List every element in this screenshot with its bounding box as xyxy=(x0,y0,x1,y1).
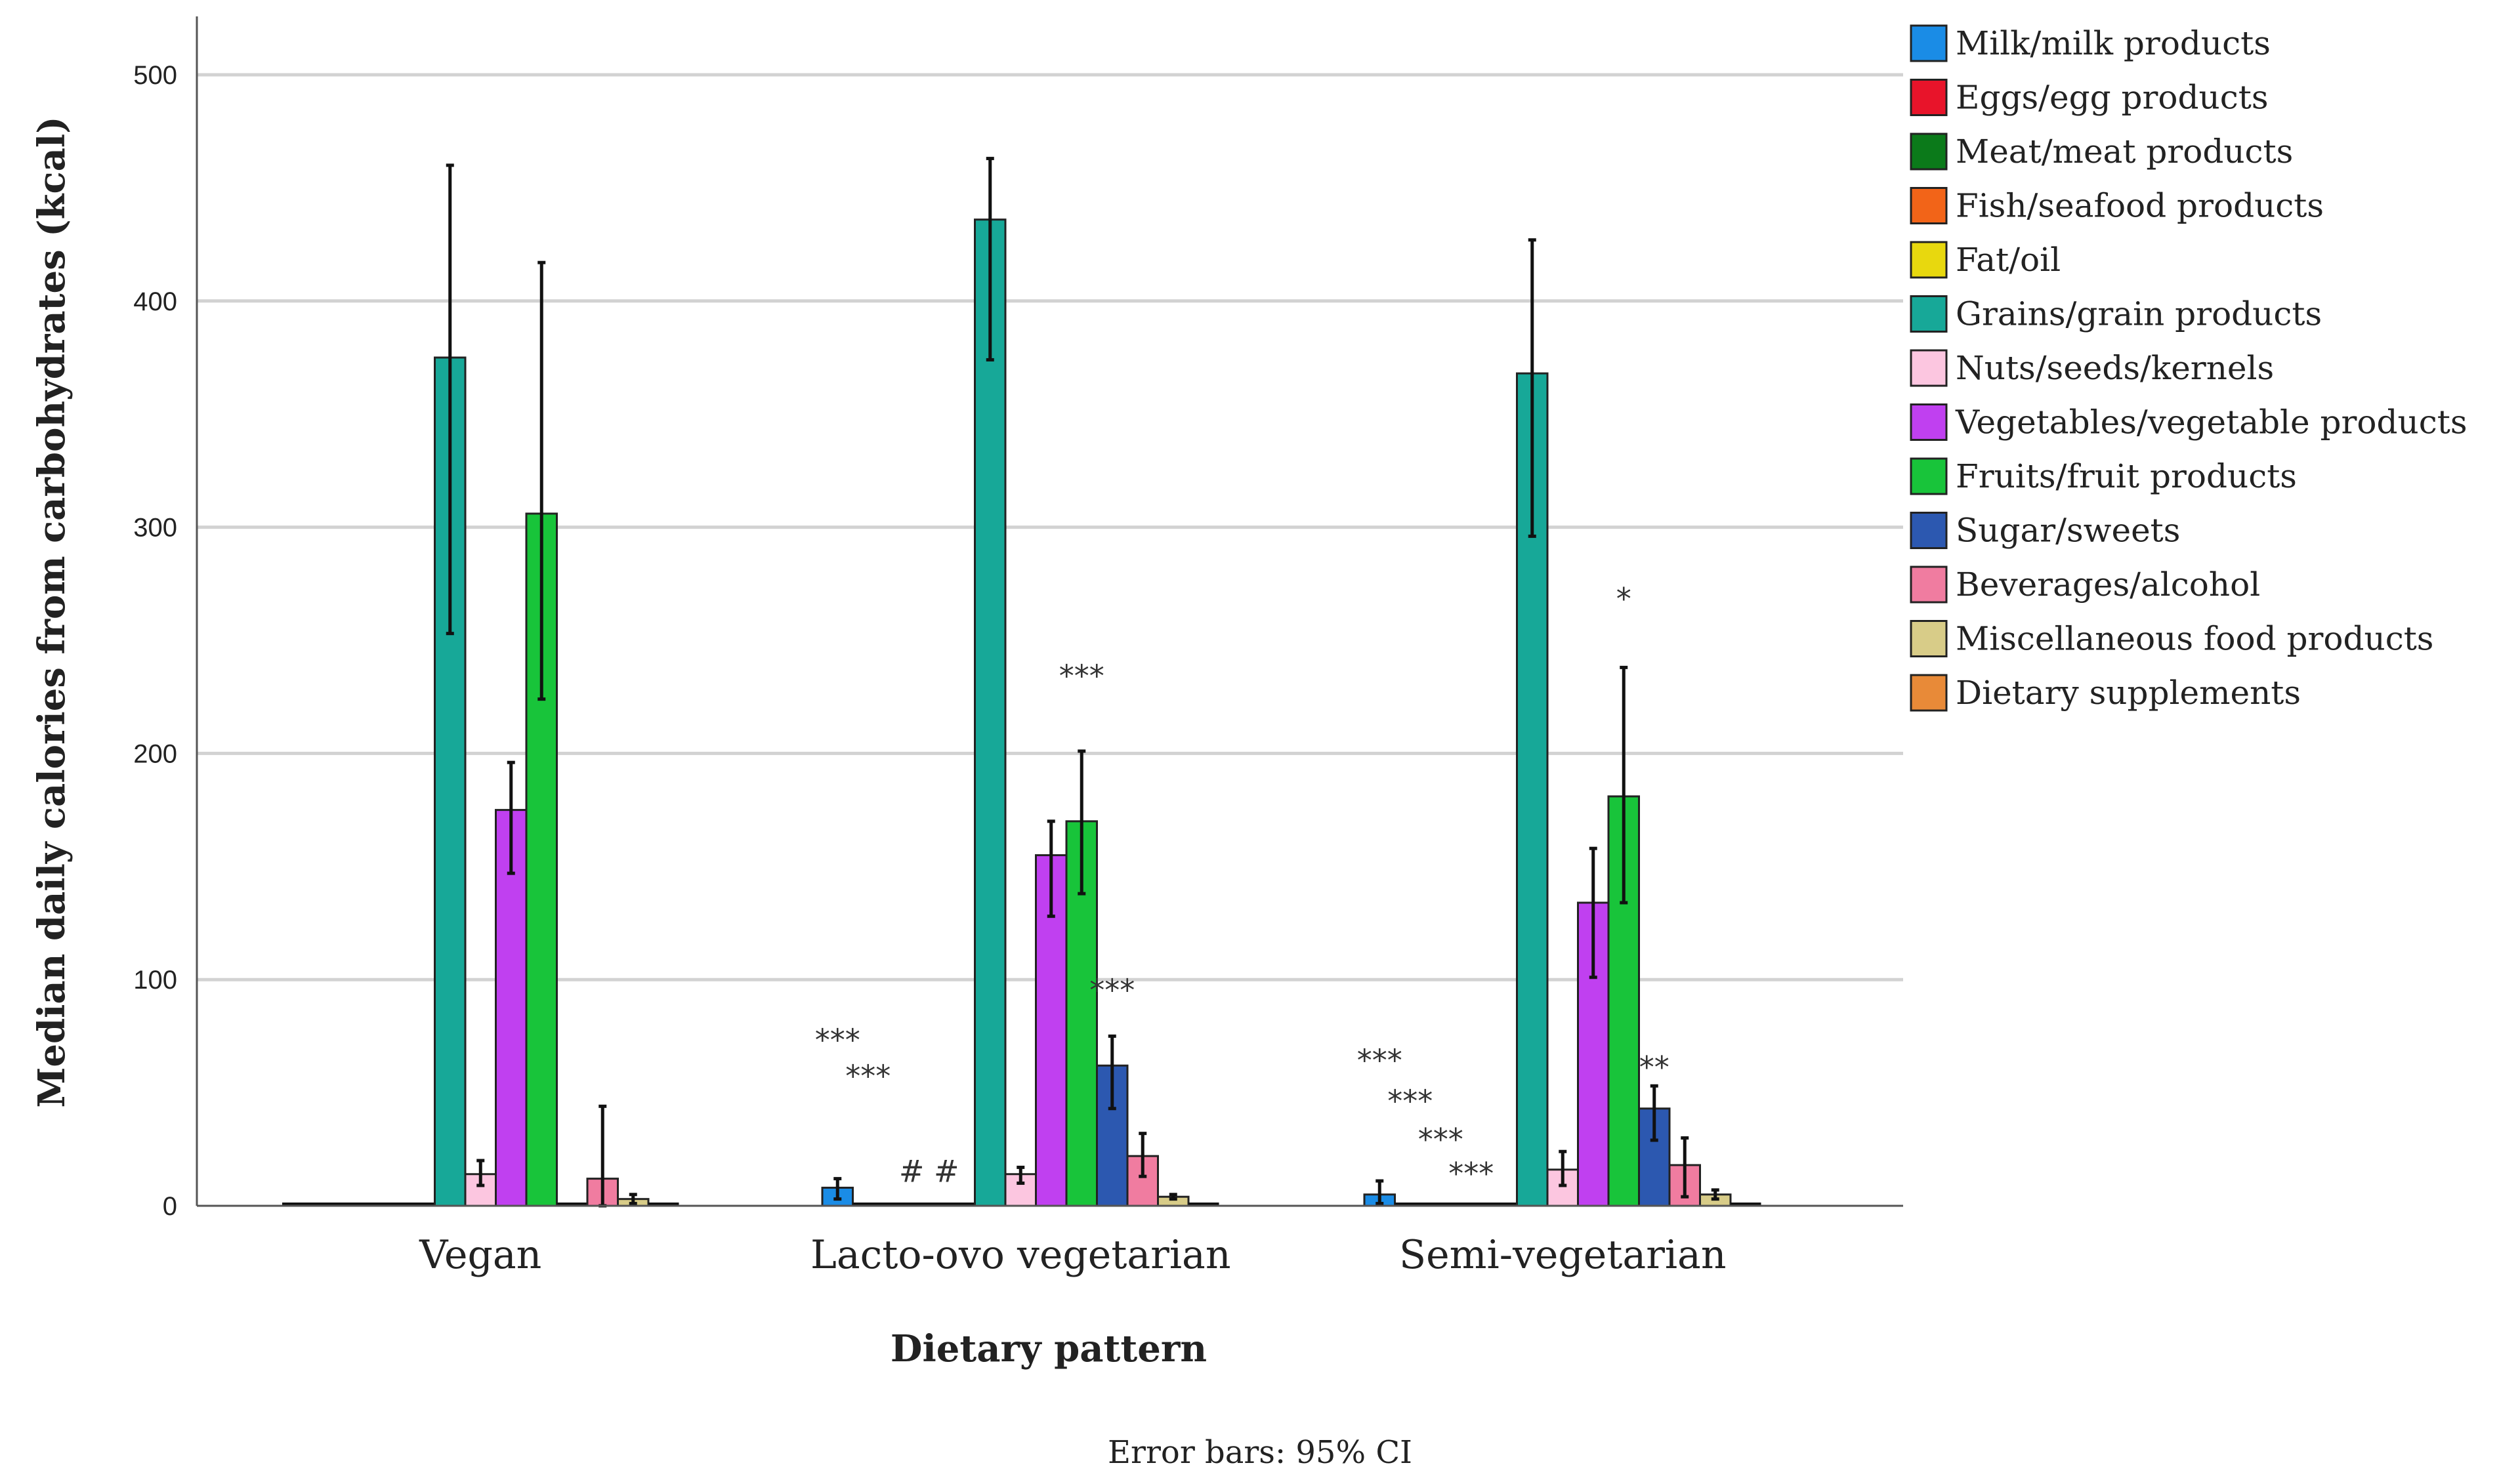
significance-mark: *** xyxy=(1418,1122,1463,1157)
axes xyxy=(196,16,1903,1207)
legend-entry: Sugar/sweets xyxy=(1956,512,2180,550)
legend-swatch xyxy=(1910,79,1948,116)
x-tick-label: Semi-vegetarian xyxy=(1399,1232,1726,1278)
legend-swatch xyxy=(1910,133,1948,171)
legend-entry: Grains/grain products xyxy=(1956,295,2322,333)
legend-entry: Beverages/alcohol xyxy=(1956,566,2260,604)
y-tick-label: 200 xyxy=(133,739,177,768)
legend-entry: Milk/milk products xyxy=(1956,24,2271,62)
x-tick-label: Vegan xyxy=(419,1232,541,1278)
legend-swatch xyxy=(1910,512,1948,549)
legend-entry: Eggs/egg products xyxy=(1956,79,2269,117)
legend-entry: Meat/meat products xyxy=(1956,133,2293,171)
significance-mark: *** xyxy=(1089,973,1135,1008)
legend-swatch xyxy=(1910,403,1948,441)
legend-swatch xyxy=(1910,24,1948,62)
legend-entry: Fish/seafood products xyxy=(1956,187,2324,225)
legend-swatch xyxy=(1910,457,1948,495)
legend-entry: Fat/oil xyxy=(1956,241,2061,279)
legend-swatch xyxy=(1910,187,1948,224)
significance-mark: ** xyxy=(1639,1050,1670,1085)
legend-entry: Miscellaneous food products xyxy=(1956,620,2433,658)
x-tick-label: Lacto-ovo vegetarian xyxy=(810,1232,1230,1278)
legend-entry: Vegetables/vegetable products xyxy=(1955,403,2468,442)
significance-mark: *** xyxy=(1357,1042,1402,1078)
y-tick-label: 300 xyxy=(133,514,177,543)
y-tick-label: 500 xyxy=(133,61,177,90)
x-axis-title: Dietary pattern xyxy=(891,1327,1207,1370)
y-tick-label: 100 xyxy=(133,966,177,995)
legend-entry: Nuts/seeds/kernels xyxy=(1956,349,2274,387)
legend-swatch xyxy=(1910,295,1948,333)
significance-mark: *** xyxy=(1059,658,1104,693)
y-tick-label: 0 xyxy=(163,1192,177,1221)
significance-mark: *** xyxy=(1448,1156,1494,1191)
legend-swatch xyxy=(1910,241,1948,279)
legend-swatch xyxy=(1910,620,1948,657)
significance-mark: * xyxy=(1616,581,1631,617)
error-bars-note: Error bars: 95% CI xyxy=(1108,1434,1412,1471)
bar xyxy=(974,218,1007,1207)
significance-annotations: ******# #********************* xyxy=(815,581,1670,1191)
legend-entry: Fruits/fruit products xyxy=(1956,457,2297,495)
legend-entry: Dietary supplements xyxy=(1956,674,2301,712)
significance-mark: *** xyxy=(1387,1083,1433,1119)
legend-swatch xyxy=(1910,349,1948,387)
legend-swatch xyxy=(1910,566,1948,604)
y-axis-ticks: 0 100 200 300 400 500 xyxy=(133,61,177,1221)
y-axis-title: Median daily calories from carbohydrates… xyxy=(30,116,74,1107)
x-axis-categories: Vegan Lacto-ovo vegetarian Semi-vegetarian xyxy=(419,1232,1726,1278)
error-bars xyxy=(446,157,1719,1208)
y-tick-label: 400 xyxy=(133,287,177,316)
significance-mark: *** xyxy=(845,1059,891,1094)
bars xyxy=(282,218,1761,1207)
significance-mark: # # xyxy=(899,1153,959,1189)
significance-mark: *** xyxy=(815,1022,860,1058)
legend-swatch xyxy=(1910,674,1948,712)
legend: Milk/milk products Eggs/egg products Meat/… xyxy=(1910,24,2468,712)
